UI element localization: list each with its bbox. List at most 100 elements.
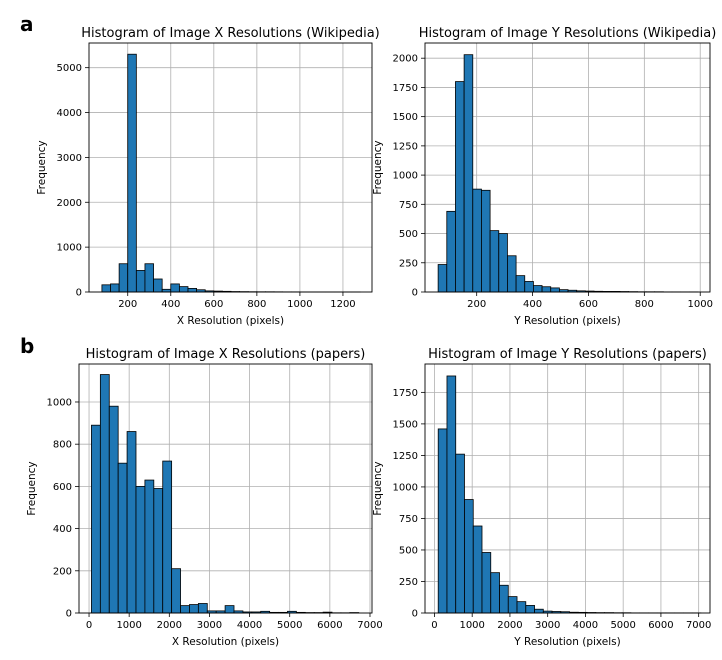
x-tick-label: 1000 xyxy=(116,620,141,631)
x-tick-label: 1000 xyxy=(687,299,712,310)
histogram-bar xyxy=(490,572,500,614)
x-tick-label: 1200 xyxy=(330,299,355,310)
histogram-bar xyxy=(515,275,526,293)
histogram-bar xyxy=(118,263,129,293)
y-tick-label: 2000 xyxy=(393,54,418,65)
x-tick-label: 600 xyxy=(579,299,598,310)
y-tick-label: 0 xyxy=(412,609,418,620)
y-tick-label: 1250 xyxy=(393,451,418,462)
histogram-bar xyxy=(178,286,189,293)
axes-frame xyxy=(424,42,711,293)
histogram-bar xyxy=(197,603,208,614)
histogram-bar xyxy=(455,453,465,614)
chart-title: Histogram of Image X Resolutions (Wikipe… xyxy=(81,26,380,41)
y-tick-label: 0 xyxy=(76,288,82,299)
histogram-bar xyxy=(91,424,101,614)
histogram-bar xyxy=(180,605,190,614)
y-axis-label: Frequency xyxy=(372,461,384,515)
x-tick-label: 1000 xyxy=(459,620,484,631)
y-tick-label: 1500 xyxy=(393,112,418,123)
y-tick-label: 1000 xyxy=(393,482,418,493)
x-tick-label: 0 xyxy=(86,620,92,631)
y-tick-label: 400 xyxy=(53,524,72,535)
y-tick-label: 750 xyxy=(399,514,418,525)
x-tick-label: 3000 xyxy=(535,620,560,631)
x-tick-label: 2000 xyxy=(497,620,522,631)
y-axis-label: Frequency xyxy=(26,461,38,515)
x-tick-label: 5000 xyxy=(610,620,635,631)
x-tick-label: 6000 xyxy=(317,620,342,631)
x-tick-label: 6000 xyxy=(648,620,673,631)
histogram-bar xyxy=(481,189,491,293)
histogram-bar xyxy=(524,281,534,293)
y-tick-label: 1750 xyxy=(393,388,418,399)
histogram-bar xyxy=(110,283,120,293)
histogram-bar xyxy=(135,270,146,293)
axes-frame xyxy=(88,42,373,293)
x-tick-label: 600 xyxy=(204,299,223,310)
y-tick-label: 500 xyxy=(399,229,418,240)
histogram-bar xyxy=(437,264,448,293)
y-axis-label: Frequency xyxy=(372,140,384,194)
x-tick-label: 3000 xyxy=(197,620,222,631)
chart-3: 0 1000 2000 3000 4000 5000 6000 7000 0 200 400 600 8… xyxy=(26,347,383,648)
chart-title: Histogram of Image X Resolutions (papers… xyxy=(86,347,366,362)
panel-label-a: a xyxy=(20,12,34,36)
histogram-bar xyxy=(108,405,119,614)
histogram-bar xyxy=(498,233,508,293)
x-tick-label: 4000 xyxy=(237,620,262,631)
histogram-bar xyxy=(437,428,448,614)
x-tick-label: 0 xyxy=(431,620,437,631)
chart-4: 0 1000 2000 3000 4000 5000 6000 7000 0 250 500 750 1… xyxy=(372,347,711,648)
histogram-bar xyxy=(507,596,518,614)
histogram-bar xyxy=(446,375,457,614)
y-tick-label: 750 xyxy=(399,200,418,211)
histogram-bar xyxy=(117,462,128,614)
y-tick-label: 4000 xyxy=(57,108,82,119)
x-tick-label: 7000 xyxy=(686,620,711,631)
axes-frame xyxy=(424,363,711,614)
x-tick-label: 800 xyxy=(247,299,266,310)
x-tick-label: 400 xyxy=(523,299,542,310)
y-tick-label: 800 xyxy=(53,440,72,451)
y-tick-label: 250 xyxy=(399,577,418,588)
histogram-bar xyxy=(516,601,527,614)
x-axis-label: Y Resolution (pixels) xyxy=(513,636,620,648)
x-axis-label: Y Resolution (pixels) xyxy=(513,315,620,327)
x-axis-label: X Resolution (pixels) xyxy=(172,636,279,648)
histogram-bar xyxy=(533,285,543,293)
histogram-bar xyxy=(162,460,173,614)
y-tick-label: 3000 xyxy=(57,153,82,164)
y-tick-label: 200 xyxy=(53,566,72,577)
histogram-bar xyxy=(144,479,155,614)
y-tick-label: 1000 xyxy=(47,397,72,408)
histogram-bar xyxy=(187,288,198,293)
x-tick-label: 400 xyxy=(161,299,180,310)
y-tick-label: 500 xyxy=(399,545,418,556)
histogram-bar xyxy=(534,608,544,614)
chart-title: Histogram of Image Y Resolutions (Wikipe… xyxy=(419,26,717,41)
histogram-bar xyxy=(472,525,483,614)
x-tick-label: 4000 xyxy=(573,620,598,631)
x-tick-label: 5000 xyxy=(277,620,302,631)
y-tick-label: 2000 xyxy=(57,198,82,209)
axes-frame xyxy=(78,363,373,614)
histogram-bar xyxy=(153,488,164,614)
histogram-bar xyxy=(463,54,474,293)
histogram-bar xyxy=(99,374,110,614)
histogram-bar xyxy=(446,210,456,293)
x-tick-label: 200 xyxy=(467,299,486,310)
histogram-bar xyxy=(550,287,560,293)
y-tick-label: 1500 xyxy=(393,419,418,430)
histogram-bar xyxy=(153,278,163,293)
histogram-bar xyxy=(224,605,235,614)
y-tick-label: 0 xyxy=(412,288,418,299)
x-tick-label: 800 xyxy=(635,299,654,310)
histogram-bar xyxy=(507,255,517,293)
panel-label-b: b xyxy=(20,334,35,358)
histogram-bar xyxy=(464,499,474,614)
histogram-bar xyxy=(525,605,535,614)
y-tick-label: 1000 xyxy=(393,171,418,182)
chart-2: 200 400 600 800 1000 0 250 500 750 1000 1250 1500 17… xyxy=(372,26,716,327)
